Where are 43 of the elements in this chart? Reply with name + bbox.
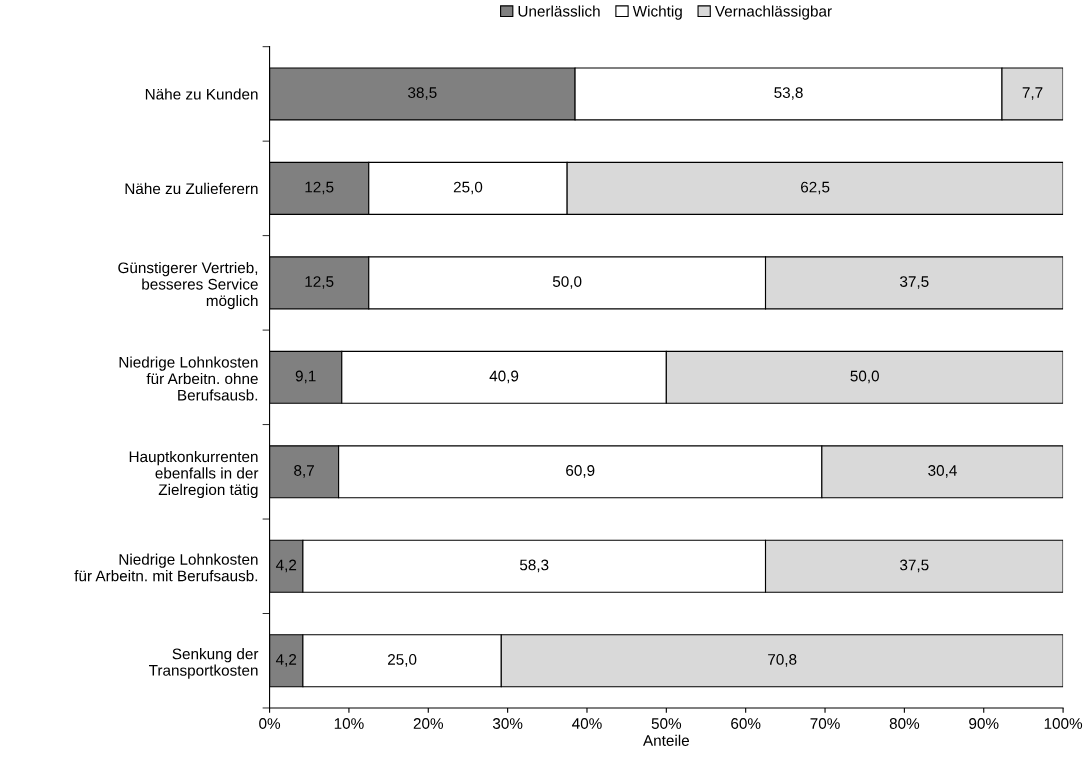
x-tick-label: 10% <box>334 718 364 729</box>
data-label: 62,5 <box>801 181 830 195</box>
data-label: 9,1 <box>295 370 316 384</box>
data-label: 12,5 <box>305 181 334 195</box>
x-tick-label: 80% <box>889 718 920 729</box>
data-label: 37,5 <box>900 559 929 573</box>
legend-label: Unerlässlich <box>518 5 600 17</box>
data-label: 40,9 <box>489 370 519 384</box>
x-tick-label: 40% <box>572 718 602 729</box>
data-label: 12,5 <box>305 276 334 289</box>
data-label: 37,5 <box>900 276 929 289</box>
data-label: 25,0 <box>453 181 483 195</box>
x-tick-label: 0% <box>259 718 281 729</box>
x-tick-label: 60% <box>731 718 761 729</box>
y-tick-label: Nähe zu Kunden <box>145 88 258 100</box>
data-label: 7,7 <box>1022 87 1043 100</box>
x-tick-label: 90% <box>969 718 999 729</box>
x-tick-label: 70% <box>810 718 840 729</box>
data-label: 70,8 <box>768 654 797 667</box>
x-axis-title: Anteile <box>643 734 690 746</box>
legend-label: Wichtig <box>632 5 682 20</box>
y-tick-label: Nähe zu Zulieferern <box>125 182 258 195</box>
data-label: 58,3 <box>519 559 549 573</box>
y-tick-label: Günstigerer Vertrieb, besseres Service möglich <box>118 261 258 310</box>
data-label: 50,0 <box>552 276 582 289</box>
x-tick-label: 30% <box>492 718 523 729</box>
data-label: 38,5 <box>408 87 437 100</box>
x-tick-label: 50% <box>651 718 682 729</box>
x-tick-label: 100% <box>1044 718 1083 729</box>
y-tick-label: Niedrige Lohnkosten für Arbeitn. mit Berufsausb. <box>74 553 258 582</box>
x-tick-label: 20% <box>413 718 444 729</box>
data-label: 8,7 <box>294 465 314 478</box>
data-label: 25,0 <box>387 654 417 667</box>
y-tick-label: Hauptkonkurrenten ebenfalls in der Zielregion tätig <box>129 450 259 499</box>
data-label: 30,4 <box>928 465 957 478</box>
data-label: 4,2 <box>275 559 297 573</box>
data-label: 4,2 <box>275 654 297 667</box>
data-label: 53,8 <box>774 87 803 100</box>
legend-label: Vernachlässigbar <box>714 5 832 20</box>
y-tick-label: Niedrige Lohnkosten für Arbeitn. ohne Berufsausb. <box>119 356 258 401</box>
data-label: 50,0 <box>850 370 879 384</box>
y-tick-label: Senkung der Transportkosten <box>149 648 259 679</box>
data-label: 60,9 <box>566 465 595 478</box>
